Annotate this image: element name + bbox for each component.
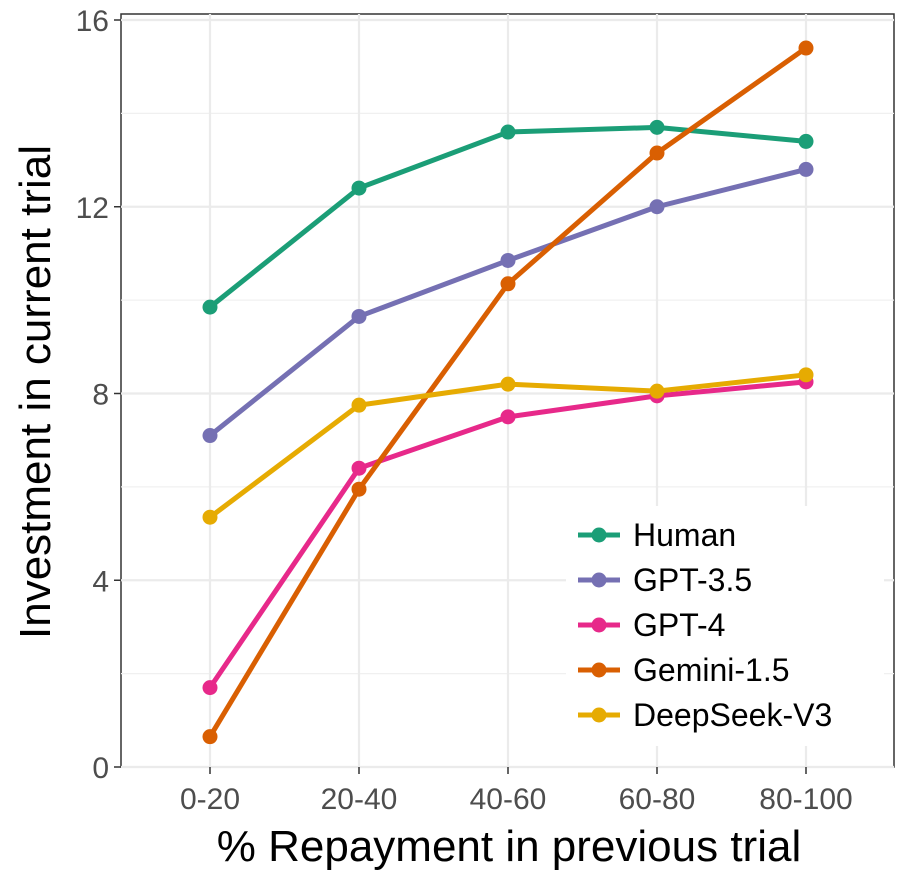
x-tick-label: 40-60: [470, 783, 547, 816]
y-tick-label: 0: [92, 752, 109, 785]
data-point-gemini-1-5: [202, 729, 218, 745]
series-human: [202, 119, 814, 315]
legend-key-point: [591, 662, 607, 678]
data-point-gpt-3-5: [202, 428, 218, 444]
y-tick-label: 4: [92, 565, 109, 598]
data-point-human: [500, 124, 516, 140]
data-point-human: [202, 299, 218, 315]
data-point-deepseek-v3: [500, 376, 516, 392]
data-point-gemini-1-5: [500, 276, 516, 292]
data-point-deepseek-v3: [798, 367, 814, 383]
data-point-gpt-4: [500, 409, 516, 425]
legend-item-deepseek-v3: DeepSeek-V3: [578, 697, 832, 733]
legend-label: GPT-3.5: [633, 562, 752, 598]
data-point-human: [351, 180, 367, 196]
y-tick-label: 16: [76, 5, 109, 38]
legend-key-point: [591, 572, 607, 588]
legend-label: Human: [633, 517, 736, 553]
axes: 0 4 8 12 16 0-20 20-40 40-60 60-80 80-100: [76, 5, 853, 816]
x-tick-label: 60-80: [619, 783, 696, 816]
data-point-gpt-3-5: [500, 252, 516, 268]
x-tick-label: 0-20: [180, 783, 240, 816]
data-point-gemini-1-5: [798, 40, 814, 56]
legend-item-gpt-4: GPT-4: [578, 607, 725, 643]
x-axis-title: % Repayment in previous trial: [217, 822, 801, 871]
y-axis-title: Investment in current trial: [11, 145, 60, 639]
series-gpt-3-5: [202, 161, 814, 444]
y-tick-label: 8: [92, 379, 109, 412]
legend-key-point: [591, 617, 607, 633]
data-point-gpt-3-5: [351, 308, 367, 324]
series-gemini-1-5: [202, 40, 814, 745]
data-point-human: [798, 133, 814, 149]
data-point-deepseek-v3: [649, 383, 665, 399]
data-point-gpt-4: [351, 460, 367, 476]
legend-item-gemini-1-5: Gemini-1.5: [578, 652, 790, 688]
data-point-gpt-3-5: [798, 161, 814, 177]
data-point-deepseek-v3: [202, 509, 218, 525]
data-point-gemini-1-5: [351, 481, 367, 497]
legend-label: Gemini-1.5: [633, 652, 790, 688]
x-tick-label: 80-100: [759, 783, 852, 816]
data-point-gemini-1-5: [649, 145, 665, 161]
data-point-deepseek-v3: [351, 397, 367, 413]
series-layer: [202, 40, 814, 745]
series-deepseek-v3: [202, 367, 814, 525]
legend-key-point: [591, 527, 607, 543]
legend-label: GPT-4: [633, 607, 725, 643]
data-point-human: [649, 119, 665, 135]
data-point-gpt-4: [202, 680, 218, 696]
legend-item-gpt-3-5: GPT-3.5: [578, 562, 752, 598]
y-tick-label: 12: [76, 192, 109, 225]
legend-item-human: Human: [578, 517, 736, 553]
data-point-gpt-3-5: [649, 199, 665, 215]
legend-label: DeepSeek-V3: [633, 697, 832, 733]
legend-key-point: [591, 707, 607, 723]
legend: Human GPT-3.5 GPT-4 Gemini-1.5 DeepSeek-V3: [566, 506, 884, 746]
x-tick-label: 20-40: [321, 783, 398, 816]
